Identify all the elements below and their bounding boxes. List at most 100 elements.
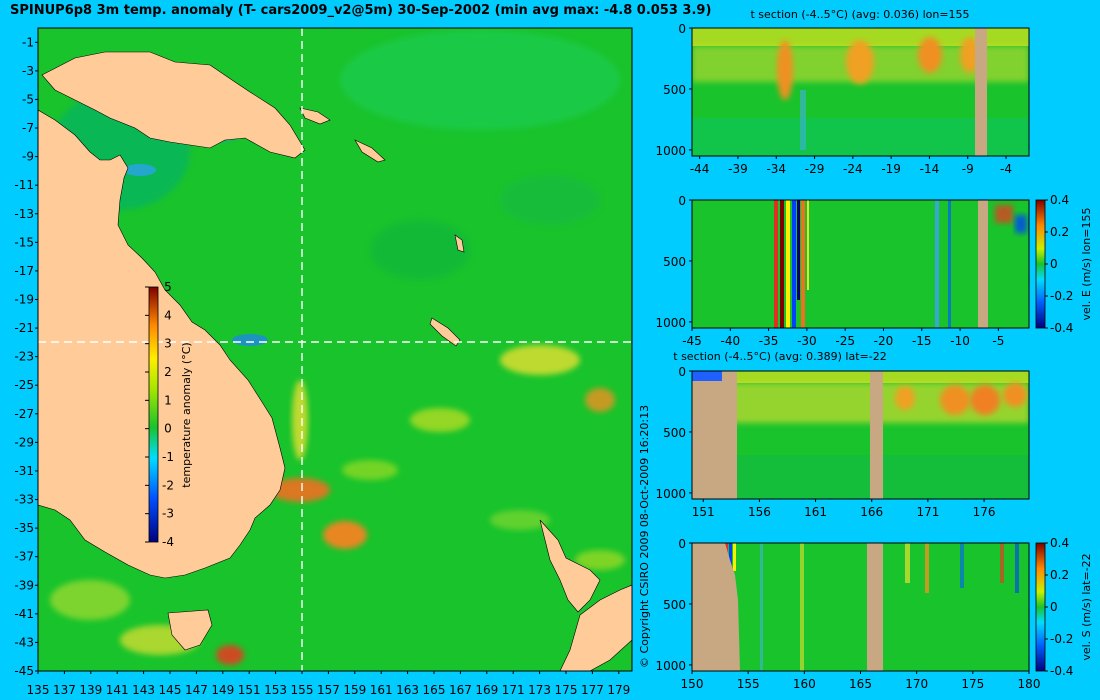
map-y-tick-label: -33 — [14, 493, 34, 507]
map-y-tick-label: -39 — [14, 578, 34, 592]
vel-e-section-colorbar-tick-label: -0.2 — [1050, 289, 1073, 303]
map-x-tick-label: 165 — [423, 683, 446, 697]
map-x-tick-label: 151 — [238, 683, 261, 697]
vel-e-colorbar-label: vel. E (m/s) lon=155 — [1080, 208, 1093, 321]
map-x-tick-label: 139 — [79, 683, 102, 697]
vel-s-section-colorbar-tick-label: 0.4 — [1050, 536, 1069, 550]
vel-s-section-land — [867, 543, 883, 671]
map-x-tick-label: 175 — [555, 683, 578, 697]
vel-s-section-x-tick-label: 170 — [905, 677, 928, 691]
map-colorbar-label: temperature anomaly (°C) — [180, 342, 193, 487]
copyright-notice: © Copyright CSIRO 2009 08-Oct-2009 16:20… — [638, 404, 651, 668]
vel-e-section-x-tick-label: -15 — [912, 334, 932, 348]
t-section-lon-frame — [691, 27, 1030, 157]
t-section-lat-x-tick-label: 176 — [973, 505, 996, 519]
t-section-lat-x-tick-label: 166 — [860, 505, 883, 519]
bismarck-land — [299, 107, 331, 125]
map-x-tick-label: 149 — [211, 683, 234, 697]
t-section-lon-title: t section (-4..5°C) (avg: 0.036) lon=155 — [750, 8, 969, 21]
map-y-tick-label: -19 — [14, 292, 34, 306]
map-x-tick-label: 161 — [370, 683, 393, 697]
map-y-tick-label: -9 — [22, 150, 34, 164]
vel-e-section-x-tick-label: -25 — [835, 334, 855, 348]
t-section-lon-y-tick-label: 500 — [663, 83, 686, 97]
map-colorbar-tick-label: 2 — [164, 365, 172, 379]
map-y-tick-label: -7 — [22, 121, 34, 135]
map-x-tick-label: 179 — [607, 683, 630, 697]
new-zealand-north-land — [539, 519, 601, 613]
map-colorbar-tick-label: -3 — [162, 507, 174, 521]
vel-s-section-x-tick-label: 150 — [681, 677, 704, 691]
map-colorbar-tick-label: -2 — [162, 478, 174, 492]
vel-s-section-colorbar-tick-label: 0 — [1050, 600, 1058, 614]
vel-e-section-y-tick-label: 1000 — [655, 316, 686, 330]
vel-s-section-x-tick-label: 160 — [793, 677, 816, 691]
map-y-tick-label: -43 — [14, 635, 34, 649]
vel-e-section-x-tick-label: -40 — [720, 334, 740, 348]
map-land — [38, 51, 632, 671]
vel-e-section-x-tick-label: -30 — [797, 334, 817, 348]
vanuatu-land — [454, 234, 465, 253]
vel-e-colorbar-gradient — [1035, 199, 1046, 329]
vel-s-section-x-tick-label: 155 — [737, 677, 760, 691]
new-caledonia-land — [429, 317, 461, 347]
t-section-lon-x-tick-label: -39 — [728, 162, 748, 176]
vel-e-section-frame — [691, 199, 1030, 329]
t-section-lon-y-tick-label: 0 — [678, 22, 686, 36]
map-x-tick-label: 171 — [502, 683, 525, 697]
vel-s-section-panel: 0.4 0.2 0 -0.2 -0.4 vel. S (m/s) lat=-22 — [691, 536, 1093, 678]
map-y-tick-label: -23 — [14, 350, 34, 364]
vel-s-section-x-tick-label: 180 — [1018, 677, 1041, 691]
t-section-lon-x-tick-label: -29 — [805, 162, 825, 176]
t-section-lon-x-tick-label: -14 — [920, 162, 940, 176]
chart-title: SPINUP6p8 3m temp. anomaly (T- cars2009_… — [10, 3, 712, 18]
map-x-tick-label: 169 — [475, 683, 498, 697]
map-x-tick-label: 163 — [396, 683, 419, 697]
vel-s-section-field — [692, 543, 1029, 671]
vel-e-section-x-tick-label: -20 — [874, 334, 894, 348]
map-y-tick-label: -3 — [22, 64, 34, 78]
vel-s-colorbar-gradient — [1035, 542, 1046, 672]
vel-s-section-colorbar-tick-label: 0.2 — [1050, 568, 1069, 582]
t-section-lon-x-tick-label: -9 — [962, 162, 974, 176]
map-y-tick-label: -13 — [14, 207, 34, 221]
t-section-lat-land — [870, 371, 883, 499]
new-guinea-land — [41, 51, 306, 159]
map-x-tick-label: 147 — [185, 683, 208, 697]
vel-e-section-x-tick-label: -10 — [950, 334, 970, 348]
map-x-tick-label: 177 — [581, 683, 604, 697]
vel-e-section-y-tick-label: 500 — [663, 255, 686, 269]
t-section-lon-land — [975, 28, 987, 156]
t-section-lon-x-tick-label: -24 — [843, 162, 863, 176]
vel-s-section-y-tick-label: 500 — [663, 598, 686, 612]
vel-s-section-x-tick-label: 165 — [849, 677, 872, 691]
map-x-tick-label: 143 — [132, 683, 155, 697]
map-y-tick-label: -27 — [14, 407, 34, 421]
map-frame — [37, 27, 633, 672]
map-x-tick-label: 157 — [317, 683, 340, 697]
map-y-tick-label: -11 — [14, 178, 34, 192]
t-section-lat-title: t section (-4..5°C) (avg: 0.389) lat=-22 — [673, 350, 886, 363]
vel-e-section-x-tick-label: -35 — [759, 334, 779, 348]
map-colorbar: 5 4 3 2 1 0 -1 -2 -3 -4 temperature anomaly (°C) — [145, 280, 193, 549]
map-y-tick-label: -35 — [14, 521, 34, 535]
map-x-tick-label: 141 — [106, 683, 129, 697]
tasmania-land — [167, 609, 213, 651]
t-section-lon-x-tick-label: -34 — [766, 162, 786, 176]
vel-s-section-land-shelf — [692, 543, 740, 671]
t-section-lat-y-tick-label: 0 — [678, 365, 686, 379]
t-section-lon-panel: t section (-4..5°C) (avg: 0.036) lon=155 — [691, 8, 1030, 157]
t-section-lat-panel: t section (-4..5°C) (avg: 0.389) lat=-22 — [673, 350, 1030, 500]
map-y-tick-label: -5 — [22, 92, 34, 106]
vel-s-section-y-tick-label: 1000 — [655, 659, 686, 673]
vel-e-section-x-tick-label: -45 — [682, 334, 702, 348]
map-colorbar-tick-label: -1 — [162, 450, 174, 464]
vel-e-section-x-tick-label: -5 — [992, 334, 1004, 348]
vel-e-section-colorbar-tick-label: -0.4 — [1050, 321, 1073, 335]
vel-e-section-colorbar-tick-label: 0.4 — [1050, 193, 1069, 207]
vel-e-section-field — [692, 200, 1029, 328]
vel-s-colorbar: 0.4 0.2 0 -0.2 -0.4 vel. S (m/s) lat=-22 — [1035, 536, 1093, 678]
map-y-tick-label: -29 — [14, 435, 34, 449]
map-colorbar-tick-label: 4 — [164, 308, 172, 322]
